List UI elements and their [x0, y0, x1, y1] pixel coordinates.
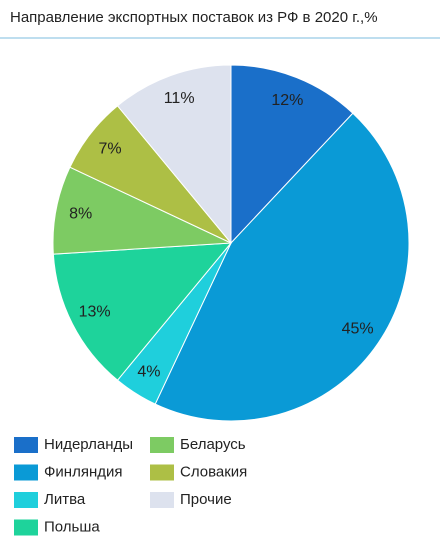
value-label: 4% — [137, 363, 160, 380]
legend-swatch — [150, 437, 174, 453]
chart-title: Направление экспортных поставок из РФ в … — [10, 9, 378, 26]
pie-slice — [154, 112, 410, 422]
pie-slice — [230, 64, 354, 245]
value-label: 13% — [79, 304, 111, 321]
legend-label: Литва — [44, 491, 86, 508]
legend-label: Нидерланды — [44, 436, 133, 453]
value-label: 11% — [164, 90, 195, 107]
pie-slice — [52, 242, 233, 381]
legend-label: Польша — [44, 518, 100, 535]
legend-swatch — [14, 464, 38, 481]
pie-slice — [116, 64, 232, 245]
legend-swatch — [14, 519, 38, 536]
value-label: 7% — [98, 140, 121, 157]
legend-swatch — [150, 464, 174, 481]
legend-label: Прочие — [180, 491, 232, 508]
value-label: 12% — [271, 92, 303, 109]
legend-swatch — [14, 492, 38, 508]
legend-label: Беларусь — [180, 436, 246, 453]
legend-swatch — [150, 492, 174, 508]
legend-label: Словакия — [180, 463, 247, 480]
legend-swatch — [14, 437, 38, 453]
legend-label: Финляндия — [44, 463, 122, 480]
value-label: 8% — [69, 206, 92, 223]
value-label: 45% — [342, 320, 374, 337]
pie-slice — [52, 166, 232, 255]
